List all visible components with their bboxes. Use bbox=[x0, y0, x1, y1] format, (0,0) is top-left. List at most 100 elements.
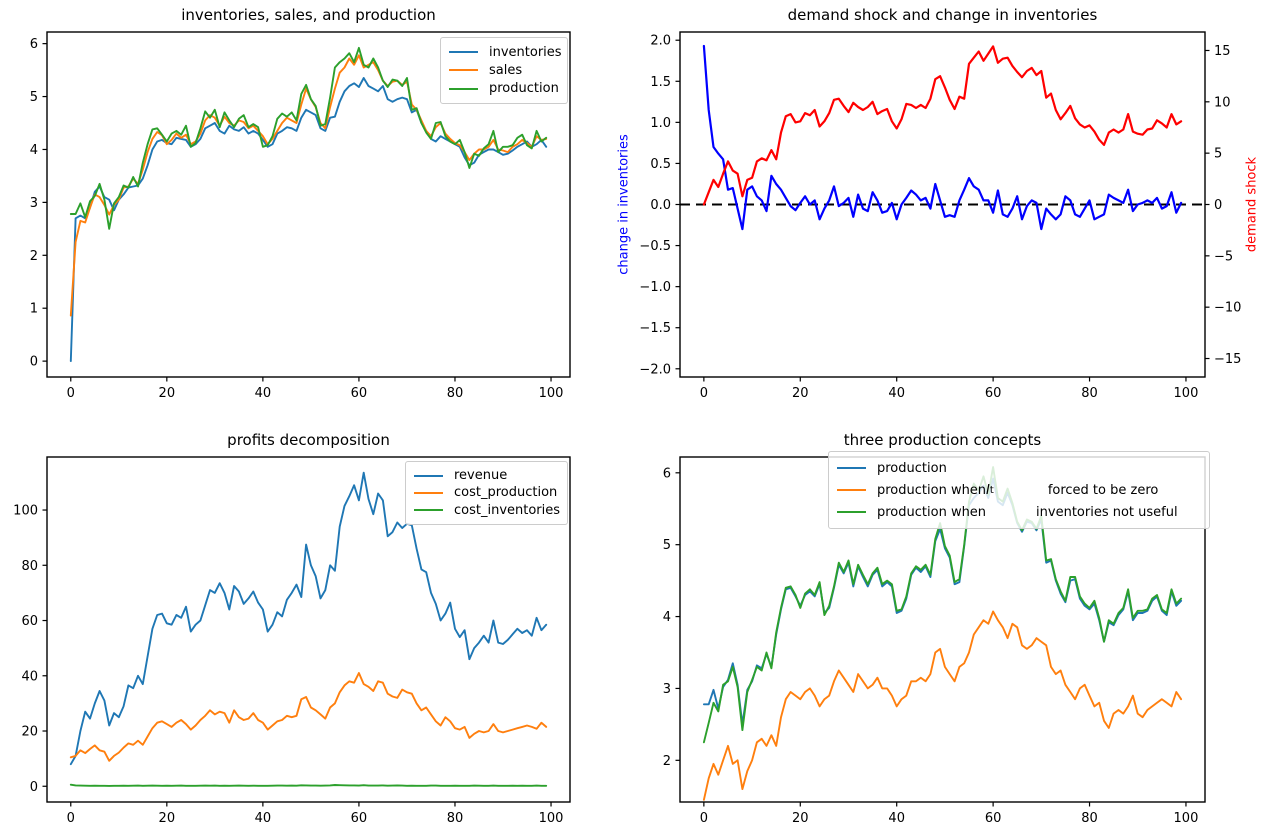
x-tick-label: 0 bbox=[67, 811, 75, 826]
series-line-demand-shock bbox=[702, 45, 1183, 206]
legend-entry: production when inventories not useful bbox=[837, 501, 1199, 523]
y-tick-label: 2.0 bbox=[650, 34, 671, 49]
legend-line-sample bbox=[414, 491, 443, 494]
y-tick-label: 4 bbox=[30, 143, 38, 158]
x-tick-label: 60 bbox=[985, 811, 1002, 826]
legend-entry: inventories bbox=[449, 43, 562, 61]
y-tick-label: 3 bbox=[30, 196, 38, 211]
y-tick-label: 6 bbox=[30, 37, 38, 52]
y-tick-label: 2 bbox=[30, 249, 38, 264]
legend-label: production when bbox=[877, 504, 987, 520]
legend-entry: sales bbox=[449, 61, 557, 79]
chart-title-profits-decomposition: profits decomposition bbox=[227, 431, 390, 449]
y-tick-label: −2.0 bbox=[639, 362, 671, 377]
x-tick-label: 40 bbox=[888, 386, 905, 401]
y-tick-label: 0.0 bbox=[650, 198, 671, 213]
x-tick-label: 20 bbox=[159, 811, 176, 826]
chart-title-inventories-sales-production: inventories, sales, and production bbox=[181, 6, 436, 24]
legend-line-sample bbox=[449, 69, 478, 72]
y-tick-label: 100 bbox=[13, 504, 38, 519]
x-tick-label: 40 bbox=[255, 811, 272, 826]
x-tick-label: 20 bbox=[159, 386, 176, 401]
chart-title-demand-shock: demand shock and change in inventories bbox=[787, 6, 1098, 24]
legend-label: inventories bbox=[489, 44, 562, 60]
legend-inventories-sales-production: inventories sales production bbox=[440, 37, 568, 104]
legend-label: sales bbox=[489, 62, 523, 78]
x-tick-label: 0 bbox=[67, 386, 75, 401]
legend-label: production bbox=[489, 81, 559, 97]
x-tick-label: 80 bbox=[1081, 811, 1098, 826]
y-tick-right-label: −5 bbox=[1214, 249, 1233, 264]
axes-spines bbox=[46, 456, 571, 803]
x-tick-label: 60 bbox=[351, 386, 368, 401]
legend-line-sample bbox=[837, 489, 866, 491]
legend-entry: production bbox=[449, 80, 559, 98]
y-tick-right-label: 0 bbox=[1214, 198, 1222, 213]
y-tick-label: 6 bbox=[663, 466, 671, 481]
legend-entry: cost_production bbox=[414, 484, 557, 501]
y-tick-right-label: 5 bbox=[1214, 147, 1222, 162]
legend-label: inventories not useful bbox=[1036, 504, 1178, 520]
y-tick-right-label: −10 bbox=[1214, 301, 1241, 316]
legend-label: production bbox=[877, 460, 947, 476]
legend-line-sample bbox=[837, 511, 866, 513]
y-tick-right-label: −15 bbox=[1214, 352, 1241, 367]
axes-spines bbox=[46, 31, 571, 378]
legend-label-math: I bbox=[986, 482, 990, 498]
series-line-production-when-i-t-forced-to-be-zero bbox=[702, 610, 1183, 801]
legend-line-sample bbox=[414, 474, 443, 477]
series-line-cost-inventories bbox=[69, 783, 548, 787]
x-tick-label: 100 bbox=[539, 811, 564, 826]
legend-entry: production bbox=[837, 457, 1199, 479]
y-axis-label-change-in-inventories: change in inventories bbox=[616, 134, 632, 275]
legend-label: revenue bbox=[454, 468, 508, 484]
y-tick-label: 40 bbox=[21, 669, 38, 684]
series-line-production-when-inventories-not-useful bbox=[702, 466, 1183, 744]
x-tick-label: 60 bbox=[985, 386, 1002, 401]
x-tick-label: 40 bbox=[255, 386, 272, 401]
y-tick-label: 0 bbox=[30, 780, 38, 795]
legend-line-sample bbox=[449, 87, 478, 90]
x-tick-label: 20 bbox=[792, 386, 809, 401]
y-tick-label: 5 bbox=[663, 538, 671, 553]
y-tick-label: 1 bbox=[30, 302, 38, 317]
y-tick-label: −0.5 bbox=[639, 239, 671, 254]
y-tick-label: 20 bbox=[21, 725, 38, 740]
legend-label-gap bbox=[994, 490, 1048, 491]
legend-label: production when bbox=[877, 482, 987, 498]
x-tick-label: 60 bbox=[351, 811, 368, 826]
x-tick-label: 100 bbox=[1174, 386, 1199, 401]
legend-label-subscript: t bbox=[989, 484, 994, 496]
x-tick-label: 80 bbox=[1081, 386, 1098, 401]
legend-entry: cost_inventories bbox=[414, 502, 560, 519]
y-tick-label: 2 bbox=[663, 754, 671, 769]
x-tick-label: 0 bbox=[700, 386, 708, 401]
legend-line-sample bbox=[837, 467, 866, 469]
series-line-revenue bbox=[69, 471, 548, 766]
x-tick-label: 40 bbox=[888, 811, 905, 826]
legend-label: forced to be zero bbox=[1047, 482, 1159, 498]
y-tick-right-label: 15 bbox=[1214, 44, 1231, 59]
y-tick-label: 3 bbox=[663, 682, 671, 697]
legend-entry: revenue bbox=[414, 467, 557, 484]
y-tick-label: 1.5 bbox=[650, 75, 671, 90]
y-tick-label: −1.0 bbox=[639, 280, 671, 295]
series-line-inventories bbox=[69, 77, 548, 363]
y-tick-label: 1.0 bbox=[650, 116, 671, 131]
x-tick-label: 20 bbox=[792, 811, 809, 826]
x-tick-label: 80 bbox=[447, 811, 464, 826]
y-tick-label: 0 bbox=[30, 355, 38, 370]
y-axis-label-demand-shock: demand shock bbox=[1244, 156, 1260, 253]
x-tick-label: 80 bbox=[447, 386, 464, 401]
x-tick-label: 100 bbox=[539, 386, 564, 401]
legend-label-gap bbox=[986, 512, 1036, 513]
legend-profits-decomposition: revenue cost_production cost_inventories bbox=[405, 461, 568, 525]
legend-line-sample bbox=[449, 51, 478, 54]
y-tick-label: −1.5 bbox=[639, 321, 671, 336]
x-tick-label: 100 bbox=[1174, 811, 1199, 826]
y-tick-label: 60 bbox=[21, 614, 38, 629]
